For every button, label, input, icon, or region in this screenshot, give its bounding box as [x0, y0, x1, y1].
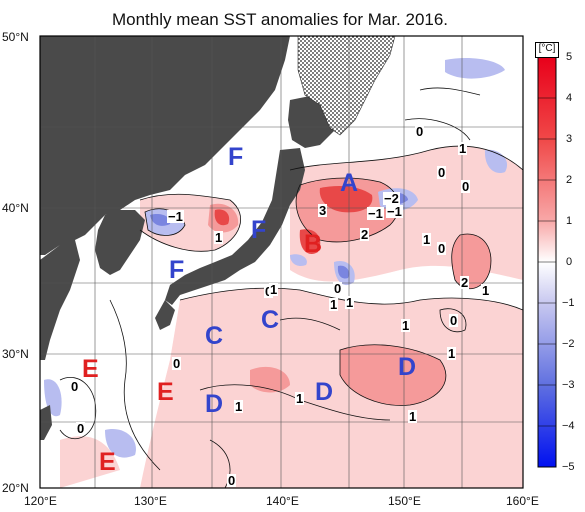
contour-label: 3 [318, 203, 328, 218]
contour-label: 0 [449, 313, 459, 328]
contour-label: 0 [333, 281, 343, 296]
lat-label: 40°N [2, 201, 29, 215]
contour-label: 2 [360, 227, 370, 242]
colorbar-tick: 2 [566, 174, 573, 186]
contour-label: 0 [437, 241, 447, 256]
contour-label: 1 [481, 283, 491, 298]
graticule [40, 36, 523, 488]
lon-label: 150°E [388, 494, 421, 508]
contour-label: 1 [345, 295, 355, 310]
contour-label: 0 [437, 165, 447, 180]
sea-ice-area [297, 36, 396, 136]
contour-label: 1 [329, 297, 339, 312]
colorbar-divisions [538, 97, 556, 427]
colorbar-tick: −5 [562, 461, 575, 473]
contour-label: 0 [172, 356, 182, 371]
contour-label: 0 [227, 473, 237, 488]
lat-label: 30°N [2, 347, 29, 361]
land-taiwan [40, 405, 52, 440]
region-label-e: E [99, 448, 116, 476]
strong-warm-anomaly [214, 186, 373, 254]
lat-label: 50°N [2, 30, 29, 44]
colorbar-unit: [°C] [535, 42, 559, 58]
region-label-d: D [205, 390, 224, 418]
colorbar-tick: −2 [562, 338, 575, 350]
region-label-e: E [82, 355, 99, 383]
contour-label: 1 [214, 230, 224, 245]
colorbar-tick: 3 [566, 133, 573, 145]
region-label-e: E [157, 378, 174, 406]
colorbar-tick: 5 [566, 51, 573, 63]
region-label-f: F [169, 256, 185, 284]
colorbar-tick: −1 [562, 297, 575, 309]
map-border [39, 35, 524, 489]
region-label-f: F [228, 143, 244, 171]
lon-label: 120°E [24, 494, 57, 508]
lat-label: 20°N [2, 481, 29, 495]
land-asia [40, 36, 290, 360]
contour-label: 1 [401, 318, 411, 333]
contour-label: 1 [269, 282, 279, 297]
contour-label: 1 [447, 346, 457, 361]
region-label-d: D [398, 353, 417, 381]
colorbar-tick: 1 [566, 215, 573, 227]
contour-label: 1 [408, 409, 418, 424]
lon-label: 140°E [266, 494, 299, 508]
colorbar-tick: 4 [566, 92, 573, 104]
contour-label: −1 [386, 204, 403, 219]
contour-label: −2 [383, 191, 400, 206]
contour-label: 1 [295, 391, 305, 406]
contour-label: 1 [458, 141, 468, 156]
contour-label: 1 [234, 399, 244, 414]
land-japan [155, 95, 335, 330]
region-label-b: B [304, 230, 323, 258]
contour-label: 0 [461, 179, 471, 194]
contour-label: −1 [167, 209, 184, 224]
contour-label: 0 [415, 124, 425, 139]
region-label-c: C [205, 322, 224, 350]
region-label-f: F [251, 216, 267, 244]
contour-label: 1 [422, 232, 432, 247]
region-label-d: D [315, 378, 334, 406]
colorbar-tick: −4 [562, 420, 575, 432]
contour-label: 0 [70, 379, 80, 394]
colorbar-tick: 0 [566, 256, 573, 268]
colorbar-tick: −3 [562, 379, 575, 391]
contour-label: −1 [367, 206, 384, 221]
map-title: Monthly mean SST anomalies for Mar. 2016… [111, 10, 449, 29]
contour-label: 0 [264, 285, 274, 298]
contour-label: 2 [460, 275, 470, 290]
contour-label: 0 [76, 421, 86, 436]
region-label-a: A [340, 169, 359, 197]
lon-label: 160°E [506, 494, 539, 508]
lon-label: 130°E [134, 494, 167, 508]
region-label-c: C [261, 306, 280, 334]
